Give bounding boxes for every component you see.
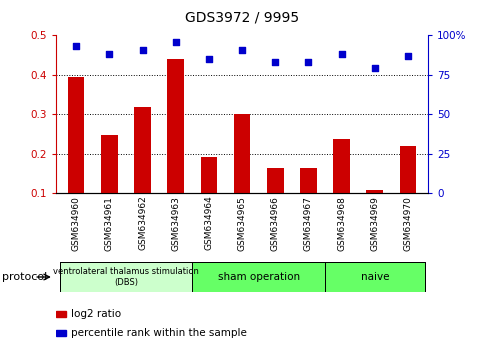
- Bar: [399, 146, 415, 232]
- Point: [105, 51, 113, 57]
- Bar: [56, 311, 65, 316]
- Text: ventrolateral thalamus stimulation
(DBS): ventrolateral thalamus stimulation (DBS): [53, 267, 199, 287]
- Bar: [333, 139, 349, 232]
- Text: log2 ratio: log2 ratio: [71, 309, 121, 319]
- Text: naive: naive: [360, 272, 388, 282]
- Bar: [68, 77, 84, 232]
- Point: [171, 39, 179, 45]
- Text: GDS3972 / 9995: GDS3972 / 9995: [184, 11, 299, 25]
- Bar: [200, 158, 217, 232]
- Text: protocol: protocol: [2, 272, 48, 282]
- Text: percentile rank within the sample: percentile rank within the sample: [71, 328, 246, 338]
- Point: [370, 65, 378, 71]
- Point: [138, 47, 146, 52]
- Point: [72, 44, 80, 49]
- Point: [204, 56, 212, 62]
- Bar: [366, 190, 382, 232]
- Point: [337, 51, 345, 57]
- Text: sham operation: sham operation: [217, 272, 299, 282]
- Bar: [266, 168, 283, 232]
- Bar: [300, 168, 316, 232]
- Point: [271, 59, 279, 65]
- Bar: [60, 262, 192, 292]
- Point: [304, 59, 312, 65]
- Point: [403, 53, 411, 59]
- Point: [238, 47, 245, 52]
- Bar: [325, 262, 424, 292]
- Bar: [233, 114, 250, 232]
- Bar: [56, 330, 65, 336]
- Bar: [192, 262, 325, 292]
- Bar: [101, 135, 118, 232]
- Bar: [134, 108, 150, 232]
- Bar: [167, 59, 183, 232]
